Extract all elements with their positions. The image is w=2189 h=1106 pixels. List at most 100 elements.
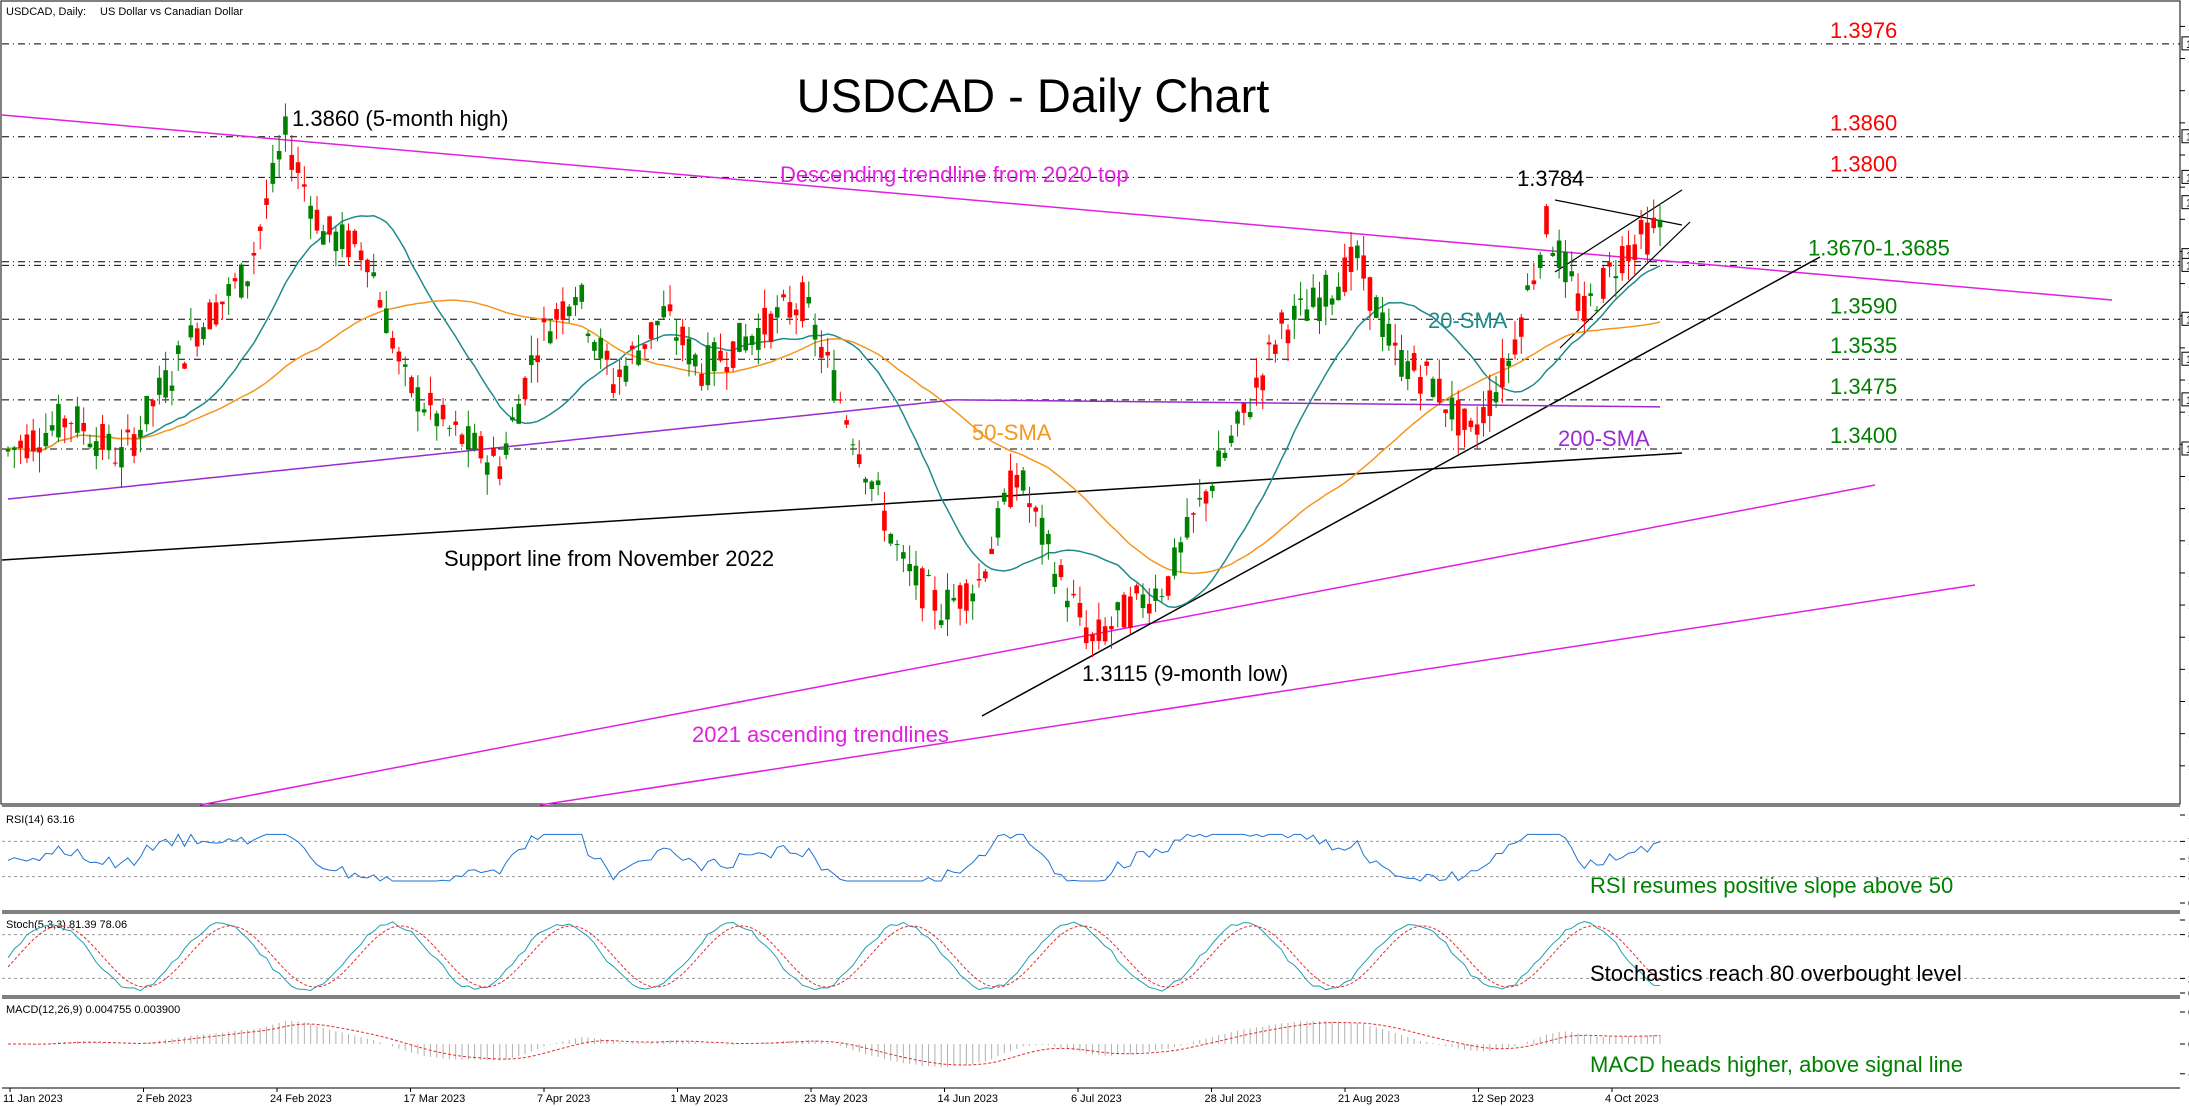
candle-body [1273, 344, 1278, 354]
candle-body [131, 434, 137, 456]
candle-body [831, 370, 837, 401]
candle-body [1443, 409, 1448, 414]
price-pane-frame [0, 0, 2181, 805]
candle-body [5, 448, 11, 452]
candle-body [1657, 219, 1663, 228]
candle-body [37, 447, 42, 453]
candle-body [1531, 280, 1537, 285]
candle-body [264, 198, 269, 205]
candle-body [1191, 513, 1196, 515]
candle-body [724, 367, 730, 372]
candle-body [182, 363, 187, 369]
candle-body [358, 250, 364, 261]
candle-body [554, 309, 559, 320]
candle-body [566, 306, 572, 317]
candle-body [1115, 602, 1121, 611]
candle-body [276, 151, 282, 160]
candle-body [629, 345, 635, 350]
candle-body [1291, 305, 1297, 320]
candle-body [491, 447, 496, 456]
candle-body [453, 421, 458, 425]
candle-body [1336, 286, 1341, 301]
candle-body [1518, 317, 1524, 337]
candle-body [447, 427, 452, 429]
candle-body [226, 284, 231, 296]
candle-body [1197, 497, 1203, 500]
recent-high-annotation: 1.3784 [1517, 166, 1584, 191]
candle-body [409, 377, 414, 394]
date-tick-label: 28 Jul 2023 [1205, 1093, 1262, 1105]
candle-body [138, 429, 143, 438]
candle-body [390, 337, 395, 349]
stoch-note: Stochastics reach 80 overbought level [1590, 961, 1962, 986]
candle-body [251, 253, 257, 256]
candle-body [1216, 450, 1221, 467]
candle-body [983, 571, 988, 579]
candle-body [907, 563, 912, 572]
candle-body [1304, 309, 1310, 321]
candle-body [510, 417, 515, 421]
candle-body [1172, 547, 1177, 576]
candle-body [1159, 596, 1165, 598]
candle-body [888, 533, 894, 544]
stoch-signal-line [7, 925, 1661, 988]
candle-body [1619, 246, 1625, 274]
candle-body [1399, 350, 1404, 377]
price-box [2181, 257, 2189, 272]
candle-body [257, 226, 263, 231]
chart-title: USDCAD - Daily Chart [797, 69, 1270, 122]
candle-body [434, 413, 440, 427]
candle-body [661, 306, 667, 318]
candle-body [793, 309, 799, 316]
candle-body [976, 578, 982, 581]
date-tick-label: 2 Feb 2023 [137, 1093, 193, 1105]
low-annotation: 1.3115 (9-month low) [1082, 661, 1288, 686]
candle-body [112, 462, 118, 464]
candle-body [932, 589, 938, 611]
candle-body [1355, 245, 1360, 259]
candle-body [774, 307, 780, 318]
candle-body [144, 395, 150, 425]
date-tick-label: 24 Feb 2023 [270, 1093, 332, 1105]
candle-body [1203, 491, 1209, 504]
candle-body [604, 350, 610, 360]
candle-body [970, 593, 976, 602]
candle-body [1468, 420, 1474, 428]
candle-body [346, 230, 351, 258]
candle-body [24, 434, 30, 459]
candle-body [1525, 285, 1530, 290]
candle-body [365, 259, 370, 273]
candle-body [232, 278, 238, 282]
candle-body [964, 583, 969, 611]
wedge-rising-line [1554, 189, 1683, 273]
candle-body [1102, 626, 1108, 642]
candle-body [1582, 295, 1587, 322]
candle-body [1544, 206, 1549, 235]
candle-body [686, 338, 692, 365]
candle-body [938, 620, 944, 626]
candle-body [951, 597, 957, 601]
candle-body [585, 333, 591, 337]
sma-line [7, 215, 1661, 609]
candle-body [579, 284, 585, 302]
candle-body [1146, 603, 1152, 614]
candle-body [245, 281, 250, 287]
level-label: 1.3800 [1830, 151, 1897, 176]
candle-body [825, 351, 830, 356]
candle-body [957, 585, 963, 609]
candle-body [497, 466, 503, 479]
candle-body [1506, 360, 1511, 367]
desc-trendline-label: Descending trendline from 2020 top [780, 162, 1129, 187]
candle-body [636, 350, 641, 365]
sma-line [7, 399, 1661, 500]
sma200-label: 200-SMA [1558, 426, 1650, 451]
descending-trendline [1, 114, 2113, 301]
candle-body [1071, 593, 1076, 596]
candle-body [377, 300, 383, 308]
candle-body [62, 418, 68, 428]
candle-body [1222, 452, 1228, 459]
candle-body [1254, 377, 1259, 388]
candle-body [535, 355, 540, 363]
candle-body [1361, 255, 1366, 279]
